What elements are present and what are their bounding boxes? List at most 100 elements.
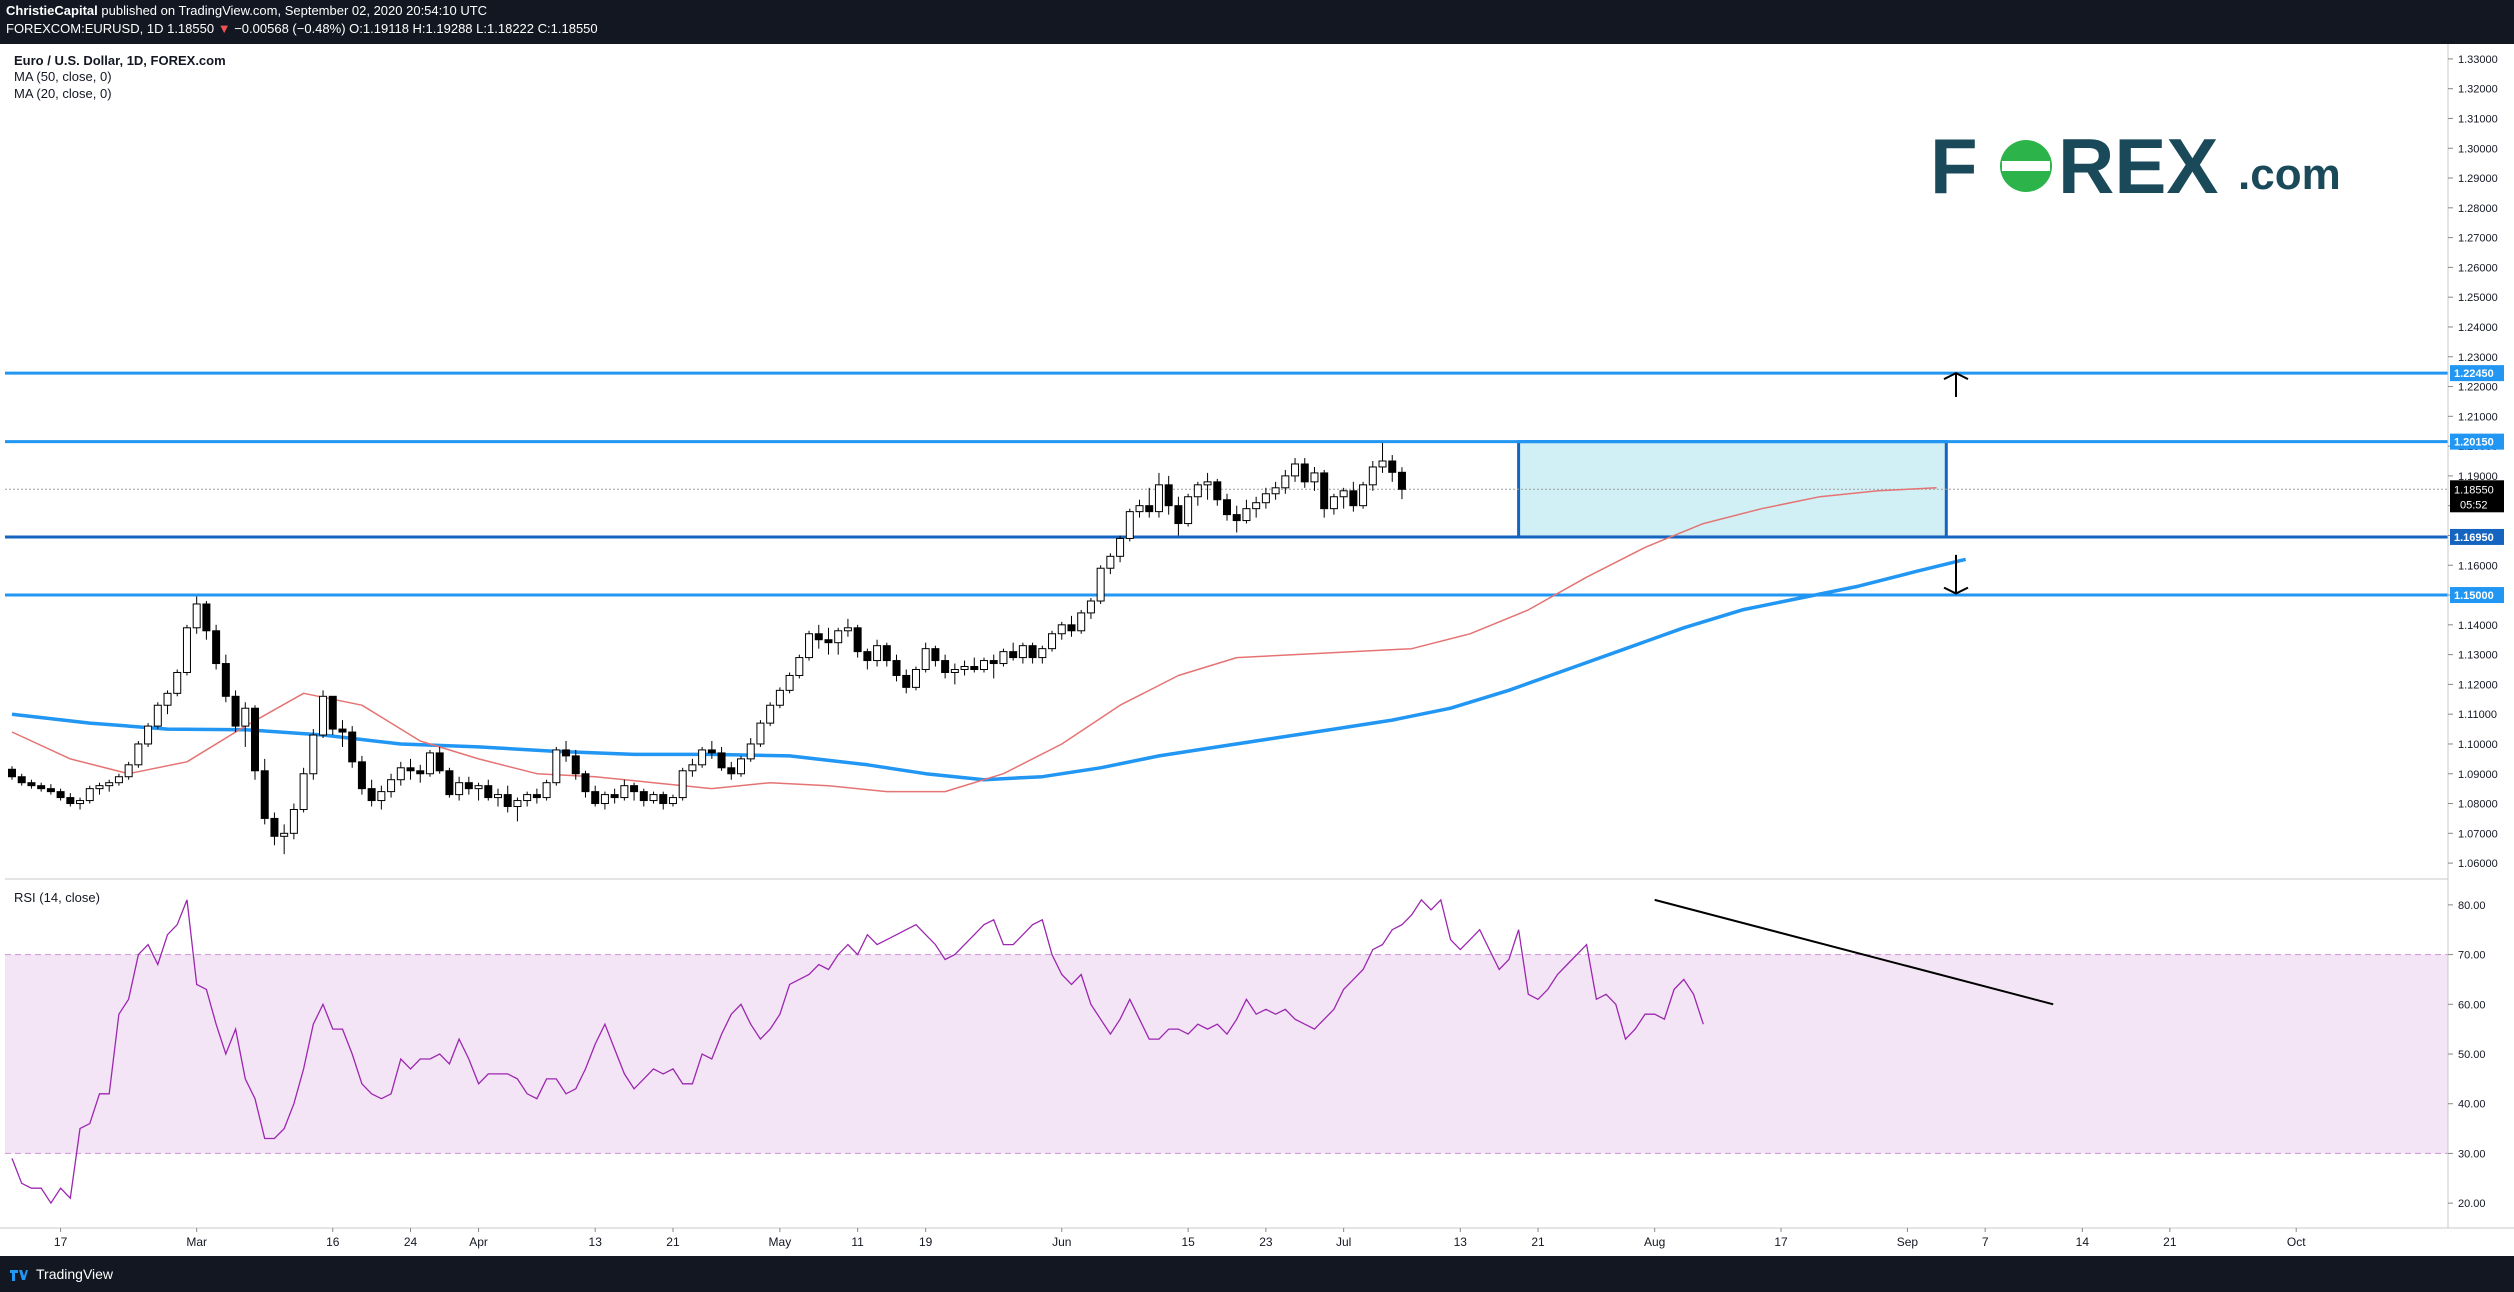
candle[interactable] <box>1300 458 1309 488</box>
candle[interactable] <box>678 767 687 801</box>
candle[interactable] <box>425 749 434 777</box>
candle[interactable] <box>814 624 823 649</box>
candle[interactable] <box>950 663 959 685</box>
candle[interactable] <box>737 755 745 777</box>
candle[interactable] <box>202 600 211 640</box>
candle[interactable] <box>17 773 26 786</box>
candle[interactable] <box>746 738 755 762</box>
legend-title[interactable]: Euro / U.S. Dollar, 1D, FOREX.com <box>14 53 226 68</box>
legend-ma50[interactable]: MA (50, close, 0) <box>14 69 112 84</box>
candle[interactable] <box>114 773 123 786</box>
candle[interactable] <box>649 791 658 804</box>
candle[interactable] <box>299 767 308 813</box>
candle[interactable] <box>1096 565 1105 604</box>
candle[interactable] <box>1271 481 1280 500</box>
candle[interactable] <box>882 642 891 667</box>
candle[interactable] <box>1223 493 1231 521</box>
candle[interactable] <box>357 755 366 795</box>
publisher-name[interactable]: ChristieCapital <box>6 3 98 18</box>
candle[interactable] <box>1359 481 1368 509</box>
candle[interactable] <box>445 767 454 798</box>
candle[interactable] <box>1291 458 1300 482</box>
candle[interactable] <box>212 624 221 670</box>
candle[interactable] <box>717 746 726 771</box>
chart-canvas[interactable]: 1.06000 1.07000 1.08000 1.09000 1.10000 1.110… <box>0 44 2514 1256</box>
candle[interactable] <box>416 764 425 783</box>
candle[interactable] <box>805 630 814 661</box>
candle[interactable] <box>503 785 512 813</box>
candle[interactable] <box>1203 472 1212 500</box>
candle[interactable] <box>8 766 16 780</box>
candle[interactable] <box>727 761 736 780</box>
candle[interactable] <box>581 770 590 798</box>
rsi-line[interactable] <box>11 898 1704 1205</box>
candle[interactable] <box>270 812 279 846</box>
candle[interactable] <box>824 627 833 655</box>
candle[interactable] <box>95 782 104 795</box>
candle[interactable] <box>1213 478 1222 506</box>
candle[interactable] <box>56 788 65 801</box>
candle[interactable] <box>1261 487 1270 509</box>
candle[interactable] <box>66 793 75 807</box>
candle[interactable] <box>931 645 940 667</box>
candle[interactable] <box>707 740 716 759</box>
candle[interactable] <box>863 648 872 670</box>
candle[interactable] <box>85 785 94 804</box>
candle[interactable] <box>630 782 639 801</box>
candle[interactable] <box>309 729 318 780</box>
candle[interactable] <box>1184 493 1193 527</box>
candle[interactable] <box>348 726 357 768</box>
candle[interactable] <box>173 669 182 697</box>
candle[interactable] <box>1164 475 1173 515</box>
candle[interactable] <box>105 779 114 792</box>
candle[interactable] <box>688 758 697 777</box>
candle[interactable] <box>406 758 415 780</box>
candle[interactable] <box>1193 481 1202 506</box>
candle[interactable] <box>435 746 444 774</box>
candle[interactable] <box>562 740 571 762</box>
candle[interactable] <box>610 788 619 804</box>
candle[interactable] <box>1397 467 1406 500</box>
candle[interactable] <box>1038 645 1047 664</box>
candle[interactable] <box>231 690 240 733</box>
candle[interactable] <box>600 791 609 810</box>
candle[interactable] <box>795 654 804 679</box>
candle[interactable] <box>1086 598 1095 619</box>
candle[interactable] <box>902 669 911 694</box>
candle[interactable] <box>260 758 269 825</box>
candle[interactable] <box>853 624 862 658</box>
candle[interactable] <box>620 779 629 801</box>
candle[interactable] <box>1125 508 1134 542</box>
candle[interactable] <box>1048 630 1057 652</box>
candle[interactable] <box>144 723 153 747</box>
candle[interactable] <box>182 624 191 676</box>
footer-brand[interactable]: TradingView <box>36 1266 114 1282</box>
candle[interactable] <box>1232 505 1241 533</box>
candle[interactable] <box>1028 642 1037 664</box>
candle[interactable] <box>698 746 707 768</box>
candle[interactable] <box>1339 487 1348 509</box>
candle[interactable] <box>766 702 775 727</box>
candle[interactable] <box>1378 442 1387 473</box>
candle[interactable] <box>396 761 405 786</box>
candle[interactable] <box>153 702 162 730</box>
candle[interactable] <box>455 776 464 801</box>
ma50-line[interactable] <box>11 557 1967 782</box>
candle[interactable] <box>639 788 648 807</box>
candle[interactable] <box>1310 466 1319 491</box>
candle[interactable] <box>921 642 930 673</box>
candle[interactable] <box>756 720 765 747</box>
candle[interactable] <box>989 654 998 679</box>
candle[interactable] <box>289 803 298 840</box>
candle[interactable] <box>464 776 473 795</box>
candle[interactable] <box>1009 642 1018 661</box>
rsi-pane[interactable] <box>5 898 2448 1205</box>
candle[interactable] <box>1145 487 1154 518</box>
candle[interactable] <box>892 654 901 682</box>
candle[interactable] <box>1057 621 1066 640</box>
candle[interactable] <box>387 773 396 798</box>
candle[interactable] <box>834 627 843 655</box>
candle[interactable] <box>1018 642 1027 664</box>
candle[interactable] <box>1135 499 1144 518</box>
candle[interactable] <box>251 705 259 780</box>
